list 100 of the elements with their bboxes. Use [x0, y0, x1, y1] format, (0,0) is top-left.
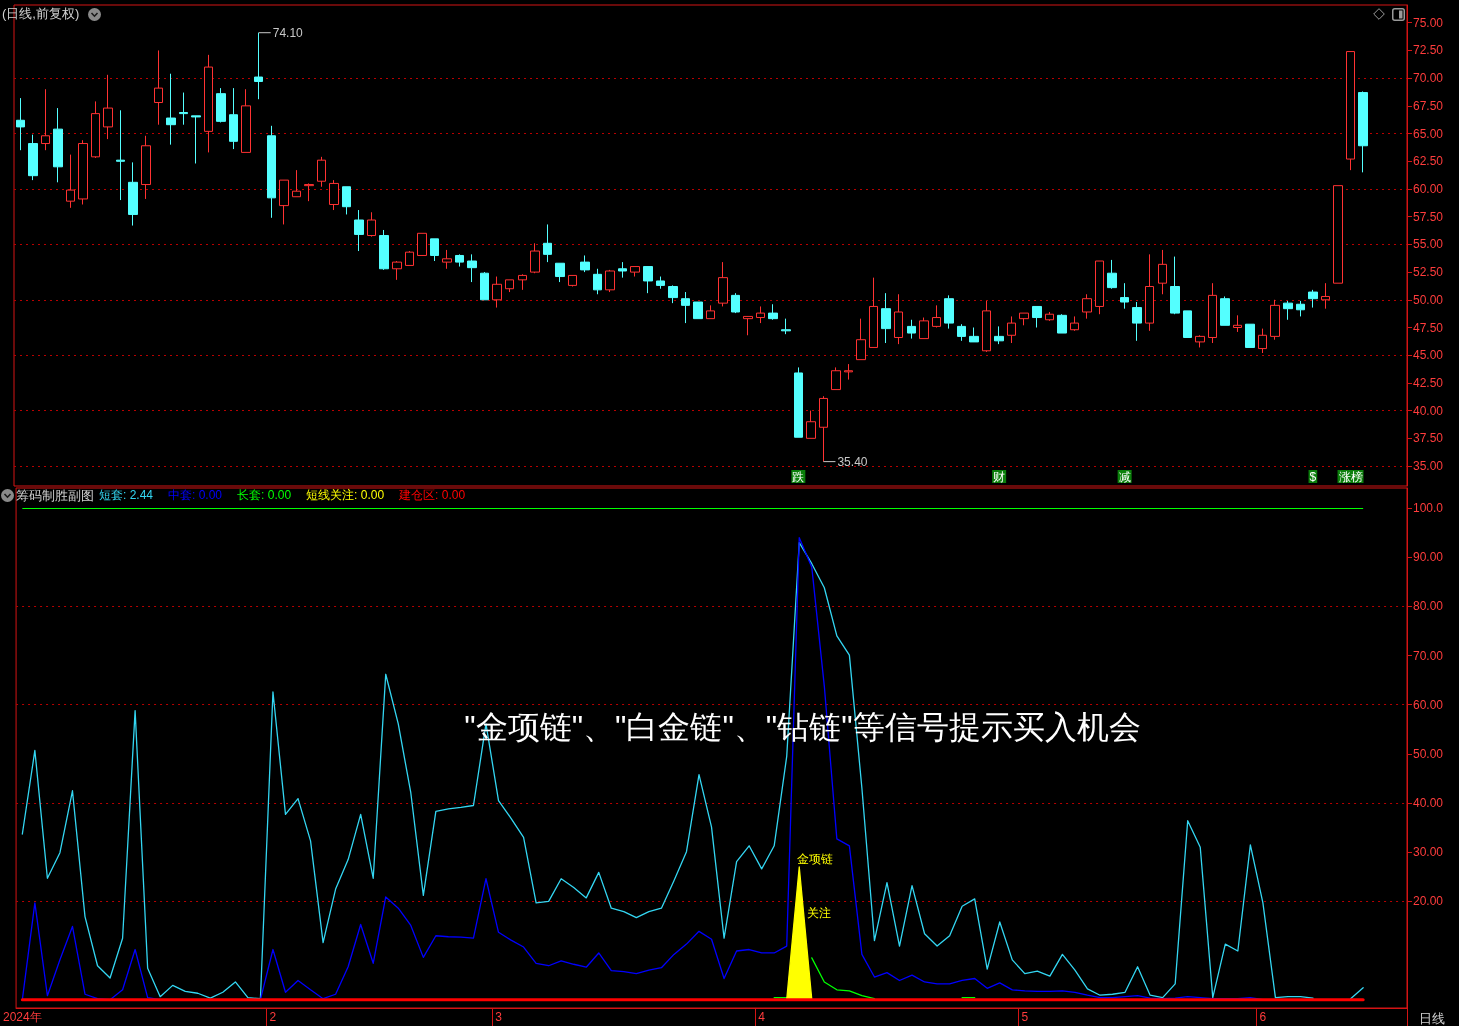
y-tick-label: 47.50	[1413, 320, 1444, 335]
candlestick	[706, 304, 715, 320]
candlestick	[831, 366, 841, 391]
text: 短套: 2.44	[99, 488, 154, 502]
text: 长套: 0.00	[237, 488, 292, 502]
x-tick-label: 跌	[792, 470, 805, 484]
candlestick	[317, 156, 326, 188]
candlestick	[919, 317, 929, 340]
candlestick	[1208, 282, 1217, 344]
candlestick	[1158, 249, 1167, 295]
candlestick	[116, 109, 125, 201]
candlestick	[1145, 253, 1154, 332]
candlestick	[1132, 301, 1142, 342]
candlestick	[480, 271, 489, 301]
candlestick	[944, 294, 954, 330]
text: 建仓区: 0.00	[398, 488, 466, 502]
x-tick-label: 2024年	[2, 1010, 42, 1024]
candlestick	[794, 366, 803, 438]
candlestick	[1019, 312, 1029, 326]
candlestick	[555, 262, 565, 283]
candlestick	[392, 260, 402, 281]
candlestick	[743, 315, 753, 336]
candlestick	[957, 323, 966, 342]
candlestick	[204, 54, 213, 153]
y-tick-label: 62.50	[1413, 154, 1444, 169]
candlestick	[618, 261, 627, 279]
candlestick	[179, 92, 188, 126]
y-tick-label: 37.50	[1413, 431, 1444, 446]
x-tick-label: 4	[758, 1010, 766, 1024]
y-tick-label: 50.00	[1413, 292, 1444, 307]
candlestick	[442, 249, 452, 270]
text: 短线关注: 0.00	[306, 488, 385, 502]
candlestick	[53, 107, 63, 183]
candlestick	[605, 269, 615, 293]
y-tick-label: 40.00	[1413, 403, 1444, 418]
chart-title: (日线,前复权)	[2, 6, 80, 21]
candlestick	[292, 169, 301, 198]
y-tick-label: 50.00	[1413, 746, 1444, 761]
candlestick	[630, 266, 640, 278]
candlestick	[379, 229, 389, 271]
candlestick	[1220, 295, 1230, 326]
y-tick-label: 70.00	[1413, 648, 1444, 663]
candlestick	[1170, 256, 1180, 315]
candlestick	[16, 97, 25, 151]
candlestick	[430, 238, 439, 262]
y-tick-label: 60.00	[1413, 181, 1444, 196]
candlestick	[1195, 334, 1205, 348]
y-tick-label: 40.00	[1413, 796, 1444, 811]
candlestick	[969, 327, 979, 343]
candlestick	[1270, 299, 1280, 341]
candlestick	[1358, 90, 1368, 173]
candlestick	[668, 284, 678, 304]
x-tick-label: $	[1309, 470, 1317, 484]
candlestick	[241, 88, 251, 153]
y-tick-label: 67.50	[1413, 98, 1444, 113]
y-tick-label: 42.50	[1413, 375, 1444, 390]
candlestick	[568, 274, 577, 288]
candlestick	[1095, 260, 1104, 315]
candlestick	[881, 292, 891, 344]
candlestick	[1045, 311, 1054, 322]
y-tick-label: 75.00	[1413, 15, 1444, 30]
candlestick	[1321, 282, 1330, 310]
y-tick-label: 55.00	[1413, 237, 1444, 252]
candlestick	[656, 276, 665, 290]
candlestick	[216, 87, 226, 123]
candlestick	[1070, 315, 1079, 332]
y-tick-label: 52.50	[1413, 265, 1444, 280]
candlestick	[1346, 51, 1355, 171]
candlestick	[505, 279, 514, 293]
y-tick-label: 100.0	[1413, 501, 1444, 516]
candlestick	[994, 325, 1004, 345]
y-tick-label: 20.00	[1413, 894, 1444, 909]
y-tick-label: 30.00	[1413, 845, 1444, 860]
candlestick	[455, 253, 464, 268]
chart-title: 筹码制胜副图	[16, 488, 94, 503]
text: 35.40	[837, 454, 868, 469]
x-tick-label: 2	[269, 1010, 277, 1024]
candlestick	[367, 211, 376, 238]
y-tick-label: 57.50	[1413, 209, 1444, 224]
text: 中套: 0.00	[168, 488, 223, 502]
x-tick-label: 3	[495, 1010, 503, 1024]
candlestick	[1120, 282, 1129, 310]
candlestick	[154, 49, 163, 126]
candlestick	[869, 277, 878, 348]
candlestick	[518, 273, 527, 291]
x-tick-label: 5	[1021, 1010, 1029, 1024]
candlestick	[932, 304, 941, 329]
candlestick	[229, 87, 238, 150]
candlestick	[354, 209, 364, 252]
data-label: 金项链	[797, 851, 834, 866]
candlestick	[78, 139, 88, 205]
candlestick	[1258, 328, 1267, 354]
candlestick	[41, 88, 50, 151]
y-tick-label: 65.00	[1413, 126, 1444, 141]
candlestick	[1283, 300, 1293, 321]
x-axis-title: 日线	[1419, 1011, 1445, 1026]
candlestick	[417, 232, 427, 256]
candlestick	[718, 261, 728, 307]
candlestick	[128, 161, 138, 227]
candlestick	[329, 179, 339, 211]
